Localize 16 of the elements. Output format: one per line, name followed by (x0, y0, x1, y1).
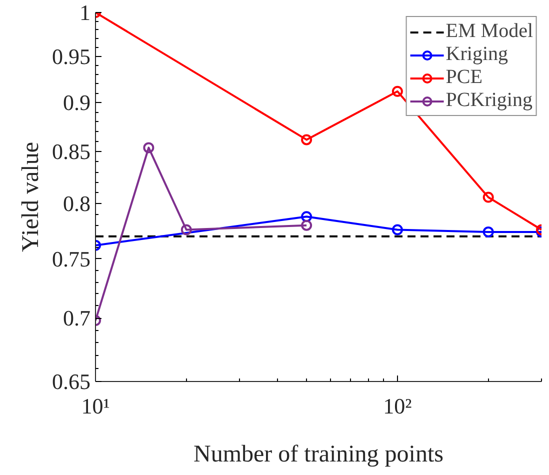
legend-label: PCKriging (446, 89, 532, 112)
y-tick-label: 0.85 (52, 139, 90, 164)
x-tick-label: 10² (383, 394, 412, 418)
y-tick-label: 0.95 (52, 44, 90, 69)
legend-label: PCE (446, 66, 482, 89)
x-axis-title: Number of training points (194, 442, 444, 468)
y-tick-label: 0.75 (52, 246, 90, 272)
y-tick-label: 1 (80, 0, 90, 25)
y-tick-label: 0.9 (63, 90, 90, 116)
y-tick-label: 0.65 (52, 369, 90, 394)
legend-label: Kriging (446, 43, 508, 66)
y-tick-label: 0.8 (63, 191, 90, 216)
y-tick-label: 0.7 (63, 306, 90, 331)
legend-label: EM Model (446, 20, 533, 43)
x-tick-label: 10¹ (81, 394, 110, 418)
y-axis-title: Yield value (18, 142, 44, 252)
